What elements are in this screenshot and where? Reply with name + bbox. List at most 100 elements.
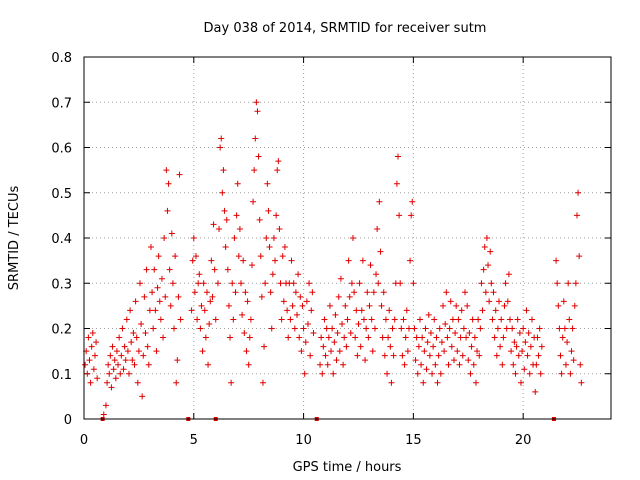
data-point — [293, 311, 300, 318]
data-point — [272, 257, 279, 264]
data-point — [161, 235, 168, 241]
data-point — [144, 343, 151, 350]
data-point — [197, 325, 204, 332]
data-point — [220, 167, 227, 174]
data-point — [245, 361, 252, 368]
data-point — [322, 352, 329, 359]
data-point — [232, 289, 239, 296]
data-point — [259, 379, 266, 386]
data-point — [279, 253, 286, 260]
data-point — [435, 352, 442, 359]
data-point — [387, 343, 394, 350]
data-point — [306, 280, 313, 287]
data-point — [489, 316, 496, 323]
data-point — [91, 352, 98, 359]
data-point — [222, 244, 229, 251]
data-point — [88, 343, 95, 350]
data-point — [134, 379, 141, 386]
y-tick-label: 0.5 — [51, 187, 72, 202]
data-point — [176, 171, 183, 178]
data-point — [512, 370, 519, 377]
data-point — [456, 361, 463, 368]
data-point — [437, 370, 444, 377]
data-point — [427, 330, 434, 337]
data-point — [112, 375, 119, 382]
data-point — [379, 334, 386, 341]
data-point — [431, 316, 438, 323]
y-tick-label: 0.1 — [51, 368, 72, 383]
data-point — [330, 370, 337, 377]
data-point — [466, 330, 473, 337]
data-point — [299, 302, 306, 309]
data-point — [212, 316, 219, 323]
data-point — [476, 352, 483, 359]
data-point — [177, 316, 184, 323]
data-point — [472, 379, 479, 386]
data-point — [214, 280, 221, 287]
data-point — [309, 289, 316, 296]
data-point — [401, 361, 408, 368]
data-point — [450, 357, 457, 364]
data-point — [87, 379, 94, 386]
data-point — [486, 298, 493, 305]
data-point — [487, 248, 494, 255]
data-point — [429, 370, 436, 377]
data-point — [281, 244, 288, 251]
data-point — [160, 334, 167, 341]
data-point — [298, 348, 305, 355]
data-point — [490, 289, 497, 296]
data-point — [324, 361, 331, 368]
data-point — [201, 307, 208, 314]
data-point — [329, 325, 336, 332]
data-point — [121, 343, 128, 350]
data-point — [524, 352, 531, 359]
data-point — [360, 316, 367, 323]
data-point — [221, 207, 228, 214]
data-point — [127, 307, 134, 314]
data-point — [346, 293, 353, 300]
data-point — [446, 325, 453, 332]
data-point — [452, 330, 459, 337]
data-point — [483, 235, 490, 241]
data-point — [241, 330, 248, 337]
data-point — [205, 361, 212, 368]
data-point — [577, 361, 584, 368]
data-point — [535, 352, 542, 359]
data-point — [332, 311, 339, 318]
data-point — [444, 334, 451, 341]
data-point — [152, 307, 159, 314]
data-point — [261, 343, 268, 350]
data-point — [111, 357, 118, 364]
data-point — [292, 289, 299, 296]
data-point — [168, 230, 175, 237]
data-point — [390, 352, 397, 359]
data-point — [117, 370, 124, 377]
data-point — [191, 289, 198, 296]
data-point — [398, 325, 405, 332]
data-point — [374, 225, 381, 232]
data-point — [504, 298, 511, 305]
data-point — [575, 189, 582, 196]
data-point — [502, 280, 509, 287]
data-point — [156, 298, 163, 305]
data-point — [196, 271, 203, 278]
data-point — [576, 253, 583, 260]
data-point — [409, 198, 416, 205]
data-point — [562, 361, 569, 368]
data-point — [175, 293, 182, 300]
data-point — [432, 361, 439, 368]
data-point — [532, 388, 539, 395]
data-point — [189, 257, 196, 264]
data-point — [216, 225, 223, 232]
data-point — [355, 320, 362, 327]
data-point — [554, 280, 561, 287]
data-point — [199, 348, 206, 355]
data-point — [341, 334, 348, 341]
data-point — [238, 280, 245, 287]
data-point — [100, 411, 107, 418]
data-point — [255, 153, 262, 160]
y-tick-label: 0.8 — [51, 51, 72, 66]
data-point — [328, 348, 335, 355]
data-point — [395, 153, 402, 160]
data-point — [323, 325, 330, 332]
